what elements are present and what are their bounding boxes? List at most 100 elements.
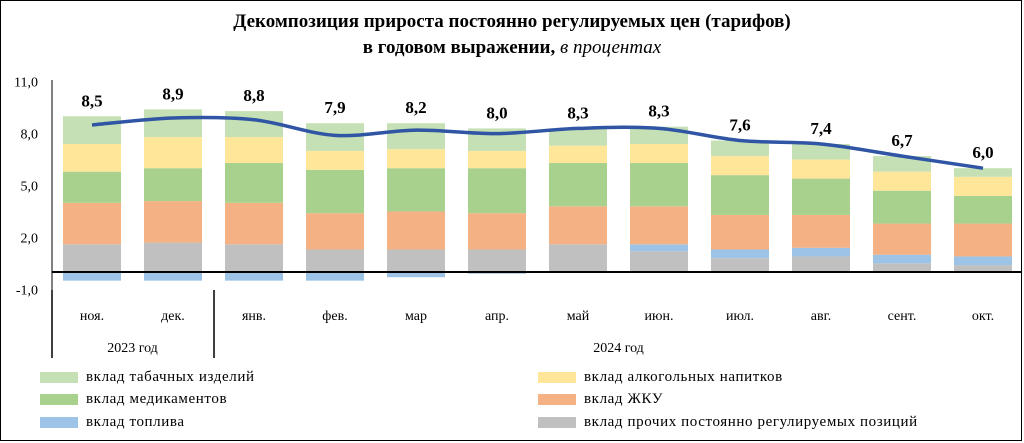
bar-segment: [873, 263, 931, 272]
bar-segment: [954, 256, 1012, 266]
x-tick-label: сент.: [888, 309, 917, 324]
bar-segment: [306, 249, 364, 272]
bar-segment: [225, 137, 283, 164]
data-label: 8,3: [567, 103, 588, 122]
bar-segment: [144, 168, 202, 202]
bar-segment: [873, 171, 931, 191]
bar-segment: [549, 128, 607, 146]
bar-segment: [63, 143, 121, 172]
legend-swatch: [538, 393, 576, 405]
bar-segment: [873, 190, 931, 224]
bar-segment: [873, 254, 931, 264]
legend-item: вклад алкогольных напитков: [538, 367, 783, 387]
bar-segment: [306, 150, 364, 170]
bar-segment: [225, 272, 283, 281]
bar-segment: [144, 272, 202, 281]
bar-segment: [549, 244, 607, 272]
bar-segment: [711, 258, 769, 272]
bar-segment: [387, 149, 445, 169]
data-label: 7,9: [324, 98, 345, 117]
legend-label: вклад медикаментов: [86, 390, 228, 407]
bar-segment: [630, 244, 688, 252]
bar-segment: [468, 168, 526, 214]
bar-segment: [63, 202, 121, 245]
legend-swatch: [538, 371, 576, 383]
bar-segment: [792, 256, 850, 272]
data-label: 8,2: [405, 98, 426, 117]
bar-segment: [468, 213, 526, 250]
bar-segment: [873, 223, 931, 255]
year-group-label: 2024 год: [593, 341, 644, 356]
bar-segment: [225, 244, 283, 272]
bar-segment: [306, 169, 364, 214]
bar-segment: [630, 163, 688, 207]
bar-segment: [225, 202, 283, 245]
legend-swatch: [538, 416, 576, 428]
y-tick-label: 5,0: [21, 180, 39, 195]
bar-segment: [306, 272, 364, 281]
bar-segment: [954, 195, 1012, 224]
x-tick-label: ноя.: [80, 309, 104, 324]
x-tick-label: май: [567, 309, 590, 324]
legend-label: вклад топлива: [86, 413, 185, 430]
bar-segment: [711, 175, 769, 215]
data-label: 8,3: [648, 102, 669, 121]
subtitle-main: в годовом выражении,: [362, 37, 556, 58]
bar-segment: [954, 223, 1012, 257]
bar-segment: [387, 123, 445, 150]
x-tick-label: окт.: [972, 309, 994, 324]
bar-segment: [711, 249, 769, 259]
bar-segment: [63, 272, 121, 281]
bar-segment: [711, 140, 769, 157]
legend-item: вклад ЖКУ: [538, 389, 663, 409]
data-label: 8,0: [486, 103, 507, 122]
bar-segment: [468, 249, 526, 272]
legend-item: вклад табачных изделий: [40, 367, 255, 387]
subtitle-unit: в процентах: [559, 37, 662, 58]
bar-segment: [144, 109, 202, 138]
bar-segment: [387, 168, 445, 212]
bar-segment: [225, 163, 283, 203]
bar-segment: [387, 211, 445, 250]
x-tick-label: апр.: [485, 309, 509, 324]
bar-segment: [711, 214, 769, 250]
y-tick-label: 8,0: [21, 128, 39, 143]
bar-segment: [144, 137, 202, 169]
legend-item: вклад прочих постоянно регулируемых пози…: [538, 412, 918, 432]
legend-item: вклад медикаментов: [40, 389, 227, 409]
bar-segment: [144, 201, 202, 243]
bar-segment: [387, 249, 445, 272]
x-tick-label: фев.: [322, 309, 347, 324]
bar-segment: [711, 156, 769, 176]
x-tick-label: авг.: [811, 309, 832, 324]
chart-subtitle: в годовом выражении, в процентах: [0, 36, 1024, 60]
x-tick-label: мар: [405, 309, 427, 324]
data-label: 8,5: [81, 91, 102, 110]
bar-segment: [144, 242, 202, 272]
bar-segment: [954, 265, 1012, 272]
legend-swatch: [40, 393, 78, 405]
bar-segment: [63, 171, 121, 203]
data-label: 8,9: [162, 84, 183, 103]
data-label: 6,7: [891, 131, 913, 150]
legend-label: вклад ЖКУ: [584, 390, 664, 407]
bar-segment: [792, 247, 850, 257]
bar-segment: [792, 178, 850, 215]
x-tick-label: июл.: [726, 309, 754, 324]
legend-label: вклад прочих постоянно регулируемых пози…: [584, 413, 918, 430]
data-label: 6,0: [972, 143, 993, 162]
bar-segment: [792, 143, 850, 160]
y-tick-label: 11,0: [14, 76, 38, 91]
data-label: 7,4: [810, 119, 832, 138]
bar-segment: [792, 159, 850, 179]
x-tick-label: янв.: [242, 309, 266, 324]
bar-segment: [630, 143, 688, 164]
legend-swatch: [40, 371, 78, 383]
legend-label: вклад табачных изделий: [86, 368, 255, 385]
bar-segment: [549, 163, 607, 207]
total-line: [91, 115, 984, 170]
bar-segment: [306, 213, 364, 250]
bar-segment: [630, 251, 688, 272]
bar-segment: [954, 176, 1012, 196]
